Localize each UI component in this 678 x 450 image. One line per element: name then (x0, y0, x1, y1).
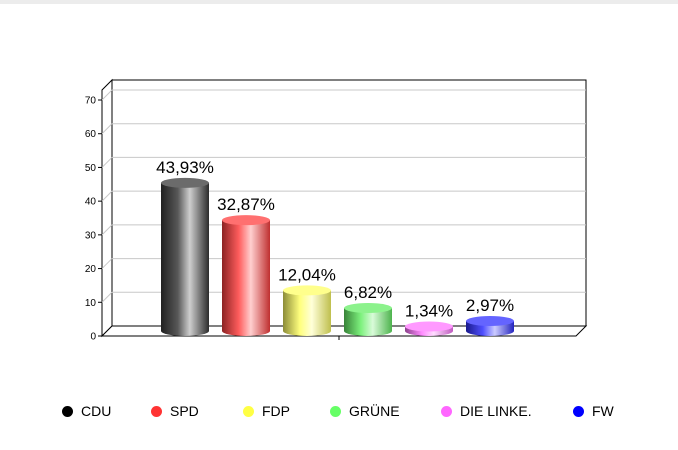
bar-top (344, 303, 392, 314)
bar-body (161, 182, 209, 336)
grid-line-wall (101, 224, 113, 236)
legend-dot-icon (243, 405, 254, 417)
legend-dot-icon (62, 405, 73, 417)
y-tick-label: 70 (85, 96, 97, 107)
data-labels: 43,93%32,87% 12,04% 6,82% 1,34% 2,97% (156, 158, 514, 321)
legend-dot-icon (151, 405, 162, 417)
data-label: 2,97% (466, 296, 514, 315)
legend-label: FDP (262, 403, 290, 419)
legend: CDU SPD FDP GRÜNE DIE LINKE. FW (0, 400, 678, 422)
legend-label: GRÜNE (349, 403, 400, 419)
y-axis: 0 10 20 30 40 50 60 70 (85, 96, 102, 343)
legend-dot-icon (330, 405, 341, 417)
bar (222, 215, 270, 336)
bar (283, 285, 331, 336)
grid-line-wall (101, 258, 113, 269)
y-tick-label: 50 (85, 163, 97, 174)
legend-item: GRÜNE (330, 400, 400, 422)
legend-label: DIE LINKE. (460, 403, 532, 419)
data-label: 32,87% (217, 195, 275, 214)
y-tick-label: 60 (85, 129, 97, 140)
y-tick-label: 30 (85, 230, 97, 241)
legend-item: CDU (62, 400, 111, 422)
grid-line-wall (101, 190, 113, 202)
bar-chart: 0 10 20 30 40 50 60 70 43,93%32,87% 12,04% 6,82% 1… (85, 78, 588, 343)
bar-body (283, 290, 331, 336)
data-label: 43,93% (156, 158, 214, 177)
bar (161, 177, 209, 336)
legend-item: FW (573, 400, 614, 422)
bar-top (283, 285, 331, 296)
grid-line-wall (101, 89, 113, 101)
legend-dot-icon (573, 405, 584, 417)
bar-top (161, 177, 209, 188)
legend-item: DIE LINKE. (441, 400, 532, 422)
y-tick-label: 0 (90, 332, 96, 343)
y-tick-label: 20 (85, 264, 97, 275)
legend-label: FW (592, 403, 614, 419)
top-bar (0, 0, 678, 4)
legend-item: FDP (243, 400, 290, 422)
legend-dot-icon (441, 405, 452, 417)
legend-label: CDU (81, 403, 112, 419)
grid-line-wall (101, 123, 113, 135)
bar (466, 315, 514, 336)
y-tick-label: 10 (85, 298, 97, 309)
bar (405, 321, 453, 336)
bar-body (222, 220, 270, 336)
grid-line-wall (101, 291, 113, 303)
bar (344, 303, 392, 336)
legend-item: SPD (151, 400, 199, 422)
bar-body (344, 308, 392, 336)
data-label: 1,34% (405, 301, 453, 320)
grid-line-wall (101, 157, 113, 168)
legend-label: SPD (170, 403, 199, 419)
bar-top (466, 315, 514, 326)
bar-top (222, 215, 270, 226)
data-label: 12,04% (278, 265, 336, 284)
y-tick-label: 40 (85, 197, 97, 208)
data-label: 6,82% (344, 283, 392, 302)
bars (161, 177, 514, 336)
bar-top (405, 321, 453, 332)
